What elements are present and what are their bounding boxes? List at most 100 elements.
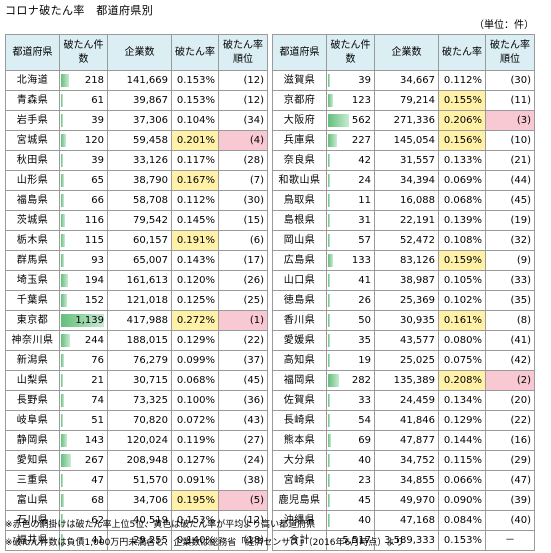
- prefecture-name: 青森県: [5, 90, 60, 111]
- count-databar: [328, 94, 333, 107]
- bankruptcy-count: 65: [91, 175, 104, 186]
- bankruptcy-count-cell: 282: [326, 370, 375, 391]
- bankruptcy-rate: 0.066%: [438, 470, 486, 491]
- bankruptcy-count: 68: [91, 495, 104, 506]
- bankruptcy-rate: 0.119%: [171, 430, 219, 451]
- count-databar: [61, 334, 70, 347]
- bankruptcy-count: 35: [358, 335, 371, 346]
- company-count: 47,168: [374, 510, 439, 531]
- bankruptcy-count-cell: 1,139: [59, 310, 108, 331]
- company-count: 25,025: [374, 350, 439, 371]
- bankruptcy-rate: 0.159%: [438, 250, 486, 271]
- rate-rank: (6): [218, 230, 268, 251]
- bankruptcy-count-cell: 31: [326, 210, 375, 231]
- company-count: 25,369: [374, 290, 439, 311]
- rate-rank: (9): [485, 250, 535, 271]
- company-count: 34,752: [374, 450, 439, 471]
- bankruptcy-rate: 0.127%: [171, 450, 219, 471]
- bankruptcy-count-cell: 244: [59, 330, 108, 351]
- company-count: 208,948: [107, 450, 172, 471]
- bankruptcy-count: 54: [358, 415, 371, 426]
- bankruptcy-count: 57: [358, 235, 371, 246]
- company-count: 59,458: [107, 130, 172, 151]
- count-databar: [328, 314, 330, 327]
- bankruptcy-count: 120: [84, 135, 104, 146]
- table-row: 静岡県 143 120,024 0.119% (27): [5, 430, 268, 451]
- header-prefecture: 都道府県: [5, 34, 60, 71]
- prefecture-name: 佐賀県: [272, 390, 327, 411]
- rate-rank: (22): [485, 410, 535, 431]
- table-row: 埼玉県 194 161,613 0.120% (26): [5, 270, 268, 291]
- rate-rank: (44): [485, 170, 535, 191]
- bankruptcy-count-cell: 41: [326, 270, 375, 291]
- bankruptcy-count-cell: 39: [59, 150, 108, 171]
- company-count: 34,855: [374, 470, 439, 491]
- company-count: 38,987: [374, 270, 439, 291]
- prefecture-table-left: 都道府県 破たん件数 企業数 破たん率 破たん率順位 北海道 218 141,669…: [5, 34, 268, 551]
- rate-rank: (42): [485, 350, 535, 371]
- company-count: 16,088: [374, 190, 439, 211]
- company-count: 145,054: [374, 130, 439, 151]
- table-row: 青森県 61 39,867 0.153% (12): [5, 90, 268, 111]
- count-databar: [328, 254, 333, 267]
- table-row: 香川県 50 30,935 0.161% (8): [272, 310, 535, 331]
- prefecture-name: 徳島県: [272, 290, 327, 311]
- rate-rank: (25): [218, 290, 268, 311]
- table-row: 山口県 41 38,987 0.105% (33): [272, 270, 535, 291]
- bankruptcy-count-cell: 152: [59, 290, 108, 311]
- prefecture-name: 香川県: [272, 310, 327, 331]
- prefecture-name: 静岡県: [5, 430, 60, 451]
- table-row: 神奈川県 244 188,015 0.129% (22): [5, 330, 268, 351]
- bankruptcy-count-cell: 51: [59, 410, 108, 431]
- table-row: 東京都 1,139 417,988 0.272% (1): [5, 310, 268, 331]
- header-bankruptcy-count: 破たん件数: [326, 34, 375, 71]
- company-count: 33,126: [107, 150, 172, 171]
- rate-rank: (30): [485, 70, 535, 91]
- bankruptcy-count-cell: 50: [326, 310, 375, 331]
- bankruptcy-count: 40: [358, 455, 371, 466]
- bankruptcy-count-cell: 35: [326, 330, 375, 351]
- table-body-left: 北海道 218 141,669 0.153% (12) 青森県 61 39,867 0.153%…: [5, 70, 268, 551]
- bankruptcy-count: 1,139: [75, 315, 104, 326]
- company-count: 58,708: [107, 190, 172, 211]
- count-databar: [328, 154, 330, 167]
- prefecture-name: 秋田県: [5, 150, 60, 171]
- table-row: 秋田県 39 33,126 0.117% (28): [5, 150, 268, 171]
- prefecture-name: 愛媛県: [272, 330, 327, 351]
- bankruptcy-rate: 0.105%: [438, 270, 486, 291]
- bankruptcy-count: 42: [358, 155, 371, 166]
- count-databar: [61, 274, 68, 287]
- count-databar: [61, 494, 64, 507]
- rate-rank: (2): [485, 370, 535, 391]
- prefecture-name: 岐阜県: [5, 410, 60, 431]
- rate-rank: (10): [485, 130, 535, 151]
- count-databar: [61, 514, 63, 527]
- count-databar: [61, 114, 63, 127]
- bankruptcy-rate: 0.125%: [171, 290, 219, 311]
- prefecture-name: 大阪府: [272, 110, 327, 131]
- company-count: 52,472: [374, 230, 439, 251]
- bankruptcy-count: 74: [91, 395, 104, 406]
- bankruptcy-count-cell: 74: [59, 390, 108, 411]
- company-count: 65,007: [107, 250, 172, 271]
- bankruptcy-rate: 0.112%: [171, 190, 219, 211]
- table-row: 長野県 74 73,325 0.100% (36): [5, 390, 268, 411]
- table-row: 滋賀県 39 34,667 0.112% (30): [272, 70, 535, 91]
- prefecture-name: 熊本県: [272, 430, 327, 451]
- count-databar: [328, 454, 330, 467]
- bankruptcy-rate: 0.139%: [438, 210, 486, 231]
- bankruptcy-count-cell: 116: [59, 210, 108, 231]
- count-databar: [61, 174, 64, 187]
- company-count: 34,394: [374, 170, 439, 191]
- table-row: 愛媛県 35 43,577 0.080% (41): [272, 330, 535, 351]
- bankruptcy-count-cell: 61: [59, 90, 108, 111]
- prefecture-name: 群馬県: [5, 250, 60, 271]
- prefecture-name: 山梨県: [5, 370, 60, 391]
- bankruptcy-count-cell: 40: [326, 510, 375, 531]
- header-company-count: 企業数: [374, 34, 439, 71]
- unit-label: （単位：件）: [474, 20, 534, 31]
- company-count: 79,542: [107, 210, 172, 231]
- company-count: 161,613: [107, 270, 172, 291]
- table-row: 福岡県 282 135,389 0.208% (2): [272, 370, 535, 391]
- bankruptcy-rate: 0.144%: [438, 430, 486, 451]
